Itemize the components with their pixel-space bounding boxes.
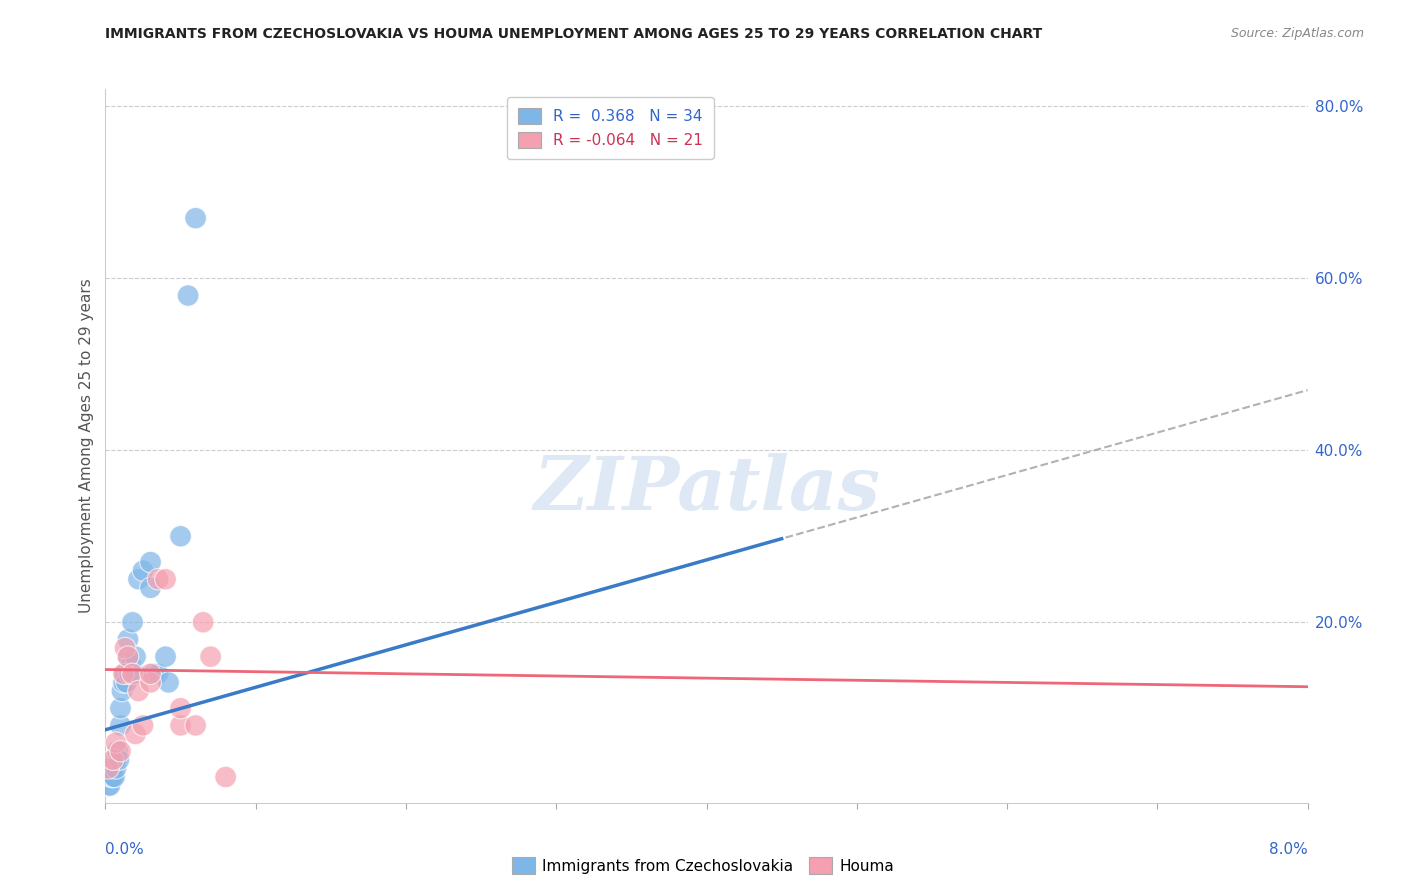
Ellipse shape (104, 766, 125, 788)
Ellipse shape (177, 285, 198, 306)
Ellipse shape (115, 672, 138, 693)
Ellipse shape (117, 646, 139, 667)
Ellipse shape (125, 723, 146, 745)
Ellipse shape (97, 775, 120, 797)
Ellipse shape (122, 612, 143, 633)
Ellipse shape (125, 663, 146, 684)
Text: ZIPatlas: ZIPatlas (533, 452, 880, 525)
Ellipse shape (105, 749, 127, 771)
Text: IMMIGRANTS FROM CZECHOSLOVAKIA VS HOUMA UNEMPLOYMENT AMONG AGES 25 TO 29 YEARS C: IMMIGRANTS FROM CZECHOSLOVAKIA VS HOUMA … (105, 27, 1043, 41)
Ellipse shape (155, 568, 176, 590)
Ellipse shape (155, 646, 176, 667)
Legend: R =  0.368   N = 34, R = -0.064   N = 21: R = 0.368 N = 34, R = -0.064 N = 21 (508, 97, 714, 159)
Ellipse shape (103, 757, 124, 779)
Ellipse shape (139, 577, 162, 599)
Ellipse shape (128, 681, 149, 702)
Ellipse shape (122, 663, 143, 684)
Ellipse shape (120, 655, 142, 676)
Ellipse shape (143, 663, 165, 684)
Ellipse shape (105, 757, 127, 779)
Ellipse shape (128, 568, 149, 590)
Ellipse shape (139, 551, 162, 573)
Ellipse shape (193, 612, 214, 633)
Ellipse shape (157, 672, 180, 693)
Ellipse shape (215, 766, 236, 788)
Ellipse shape (110, 714, 131, 736)
Text: 8.0%: 8.0% (1268, 842, 1308, 857)
Ellipse shape (132, 714, 153, 736)
Ellipse shape (112, 663, 135, 684)
Ellipse shape (118, 663, 141, 684)
Ellipse shape (200, 646, 222, 667)
Ellipse shape (132, 560, 153, 582)
Ellipse shape (107, 740, 128, 762)
Ellipse shape (100, 775, 121, 797)
Ellipse shape (114, 663, 136, 684)
Ellipse shape (184, 714, 207, 736)
Ellipse shape (101, 766, 122, 788)
Text: Source: ZipAtlas.com: Source: ZipAtlas.com (1230, 27, 1364, 40)
Ellipse shape (148, 568, 169, 590)
Ellipse shape (125, 646, 146, 667)
Ellipse shape (112, 672, 135, 693)
Ellipse shape (170, 714, 191, 736)
Ellipse shape (117, 629, 139, 650)
Ellipse shape (111, 681, 132, 702)
Ellipse shape (170, 698, 191, 719)
Ellipse shape (103, 766, 124, 788)
Ellipse shape (103, 749, 124, 771)
Ellipse shape (170, 525, 191, 547)
Ellipse shape (97, 757, 120, 779)
Ellipse shape (139, 672, 162, 693)
Ellipse shape (139, 663, 162, 684)
Legend: Immigrants from Czechoslovakia, Houma: Immigrants from Czechoslovakia, Houma (506, 851, 900, 880)
Ellipse shape (105, 732, 127, 754)
Ellipse shape (108, 749, 129, 771)
Text: 0.0%: 0.0% (105, 842, 145, 857)
Ellipse shape (184, 208, 207, 229)
Ellipse shape (114, 638, 136, 659)
Y-axis label: Unemployment Among Ages 25 to 29 years: Unemployment Among Ages 25 to 29 years (79, 278, 94, 614)
Ellipse shape (110, 740, 131, 762)
Ellipse shape (148, 663, 169, 684)
Ellipse shape (110, 698, 131, 719)
Ellipse shape (117, 646, 139, 667)
